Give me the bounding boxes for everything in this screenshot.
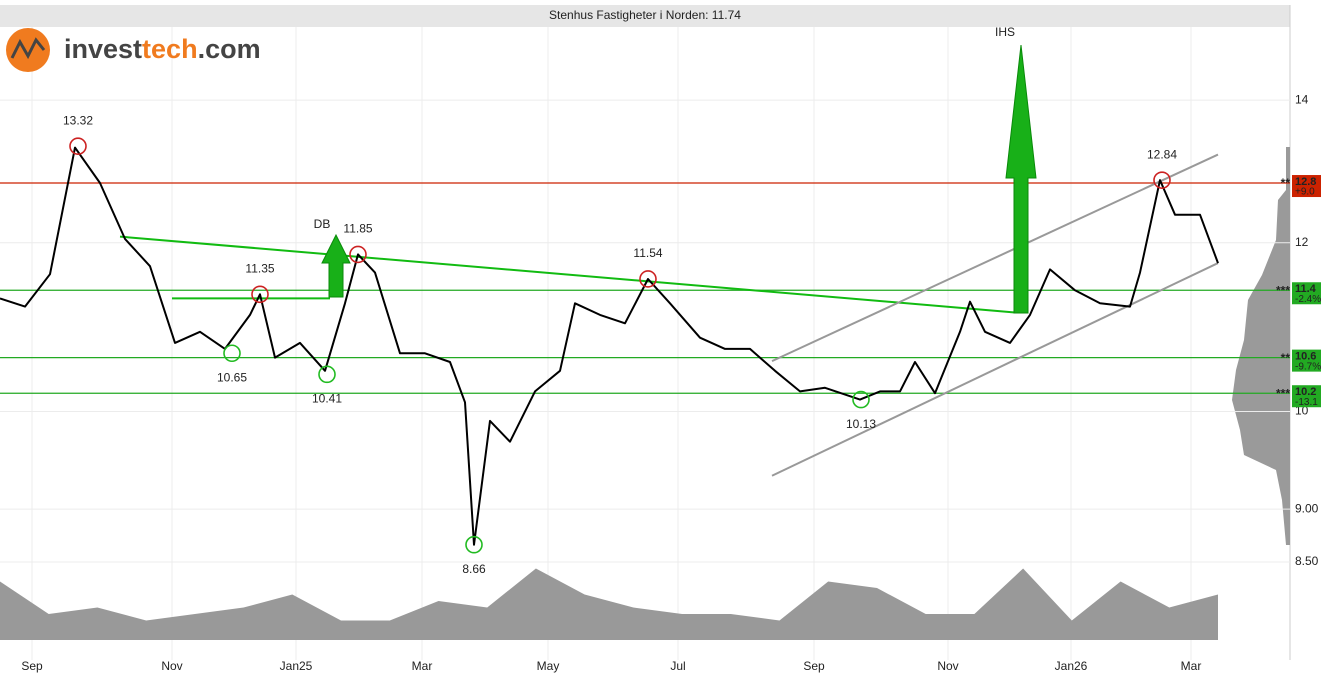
volume-by-price bbox=[1232, 147, 1290, 545]
pivot-label: 10.41 bbox=[312, 392, 342, 406]
pivot-marker bbox=[69, 137, 87, 155]
level-box bbox=[1292, 385, 1321, 408]
y-tick-label: 10 bbox=[1295, 404, 1309, 418]
x-tick-label: Jan26 bbox=[1055, 659, 1088, 673]
pivot-label: 11.54 bbox=[633, 246, 662, 260]
trendline bbox=[771, 262, 1219, 477]
logo-brand: invest bbox=[64, 34, 142, 64]
level-stars: ** bbox=[1281, 351, 1291, 365]
pivot-marker bbox=[639, 270, 657, 288]
logo: investtech.com bbox=[6, 28, 261, 72]
level-stars: *** bbox=[1276, 386, 1290, 400]
level-change: -9.7% bbox=[1295, 361, 1321, 372]
x-tick-label: Sep bbox=[21, 659, 43, 673]
x-tick-label: Mar bbox=[412, 659, 433, 673]
pivot-label: 12.84 bbox=[1147, 147, 1177, 161]
logo-zigzag bbox=[10, 37, 46, 60]
pivot-marker bbox=[318, 365, 336, 384]
ihs-arrow bbox=[1005, 44, 1037, 314]
level-stars: ** bbox=[1281, 176, 1291, 190]
logo-text: investtech.com bbox=[64, 34, 261, 64]
level-change: -2.4% bbox=[1295, 294, 1321, 305]
x-tick-label: Nov bbox=[937, 659, 958, 673]
pivot-label: 10.65 bbox=[217, 370, 247, 384]
y-tick-label: 8.50 bbox=[1295, 554, 1319, 568]
pivot-label: 10.13 bbox=[846, 417, 876, 431]
volume-area bbox=[0, 568, 1218, 640]
level-box bbox=[1292, 282, 1321, 305]
plot: Sep Nov Jan25 Mar May Jul Sep Nov Jan26 Mar 8.50 9.… bbox=[0, 27, 1321, 673]
title-bar bbox=[0, 5, 1290, 27]
level-change: -13.1 bbox=[1295, 397, 1318, 408]
level-label: 10.2 bbox=[1295, 386, 1316, 398]
logo-icon bbox=[6, 28, 50, 72]
pivot-label: 13.32 bbox=[63, 113, 93, 127]
x-tick-label: Sep bbox=[803, 659, 825, 673]
x-tick-label: Nov bbox=[161, 659, 182, 673]
pivot-marker bbox=[852, 390, 870, 409]
x-tick-label: May bbox=[537, 659, 560, 673]
pivot-label: 11.35 bbox=[245, 262, 274, 276]
y-tick-label: 14 bbox=[1295, 92, 1309, 106]
pivot-marker bbox=[1153, 171, 1171, 189]
logo-accent: tech bbox=[142, 34, 198, 64]
pattern-label: IHS bbox=[995, 25, 1015, 39]
level-box bbox=[1292, 175, 1321, 198]
level-box bbox=[1292, 349, 1321, 372]
pattern-label: DB bbox=[314, 217, 331, 231]
pivot-marker bbox=[465, 535, 483, 554]
trendline bbox=[771, 153, 1219, 363]
level-label: 12.8 bbox=[1295, 176, 1316, 188]
x-tick-label: Jul bbox=[670, 659, 685, 673]
chart-title: Stenhus Fastigheter i Norden: 11.74 bbox=[549, 8, 741, 22]
price-line bbox=[0, 146, 1219, 546]
x-tick-label: Mar bbox=[1181, 659, 1202, 673]
logo-suffix: .com bbox=[198, 34, 261, 64]
y-tick-label: 12 bbox=[1295, 235, 1309, 249]
trendline bbox=[119, 235, 1016, 314]
y-tick-label: 9.00 bbox=[1295, 501, 1319, 515]
pivot-label: 8.66 bbox=[462, 562, 486, 576]
x-tick-label: Jan25 bbox=[280, 659, 313, 673]
pivot-marker bbox=[223, 344, 241, 363]
level-change: +9.0 bbox=[1295, 187, 1315, 198]
level-label: 11.4 bbox=[1295, 283, 1317, 295]
level-stars: *** bbox=[1276, 283, 1290, 297]
pivot-label: 11.85 bbox=[343, 222, 372, 236]
level-label: 10.6 bbox=[1295, 351, 1316, 363]
pivot-marker bbox=[349, 245, 367, 264]
pivot-marker bbox=[251, 285, 269, 304]
db-arrow bbox=[321, 233, 351, 298]
